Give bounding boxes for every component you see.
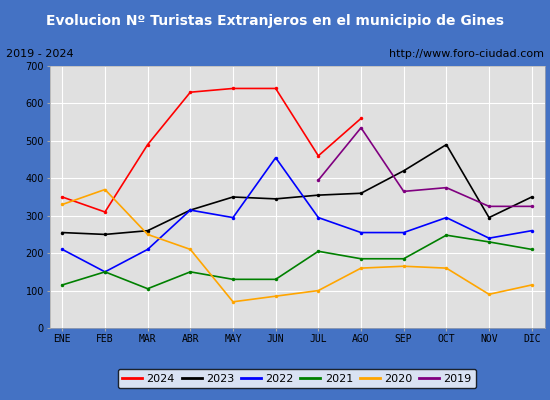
Text: http://www.foro-ciudad.com: http://www.foro-ciudad.com — [389, 49, 544, 59]
Legend: 2024, 2023, 2022, 2021, 2020, 2019: 2024, 2023, 2022, 2021, 2020, 2019 — [118, 369, 476, 388]
Text: 2019 - 2024: 2019 - 2024 — [6, 49, 73, 59]
Text: Evolucion Nº Turistas Extranjeros en el municipio de Gines: Evolucion Nº Turistas Extranjeros en el … — [46, 14, 504, 28]
